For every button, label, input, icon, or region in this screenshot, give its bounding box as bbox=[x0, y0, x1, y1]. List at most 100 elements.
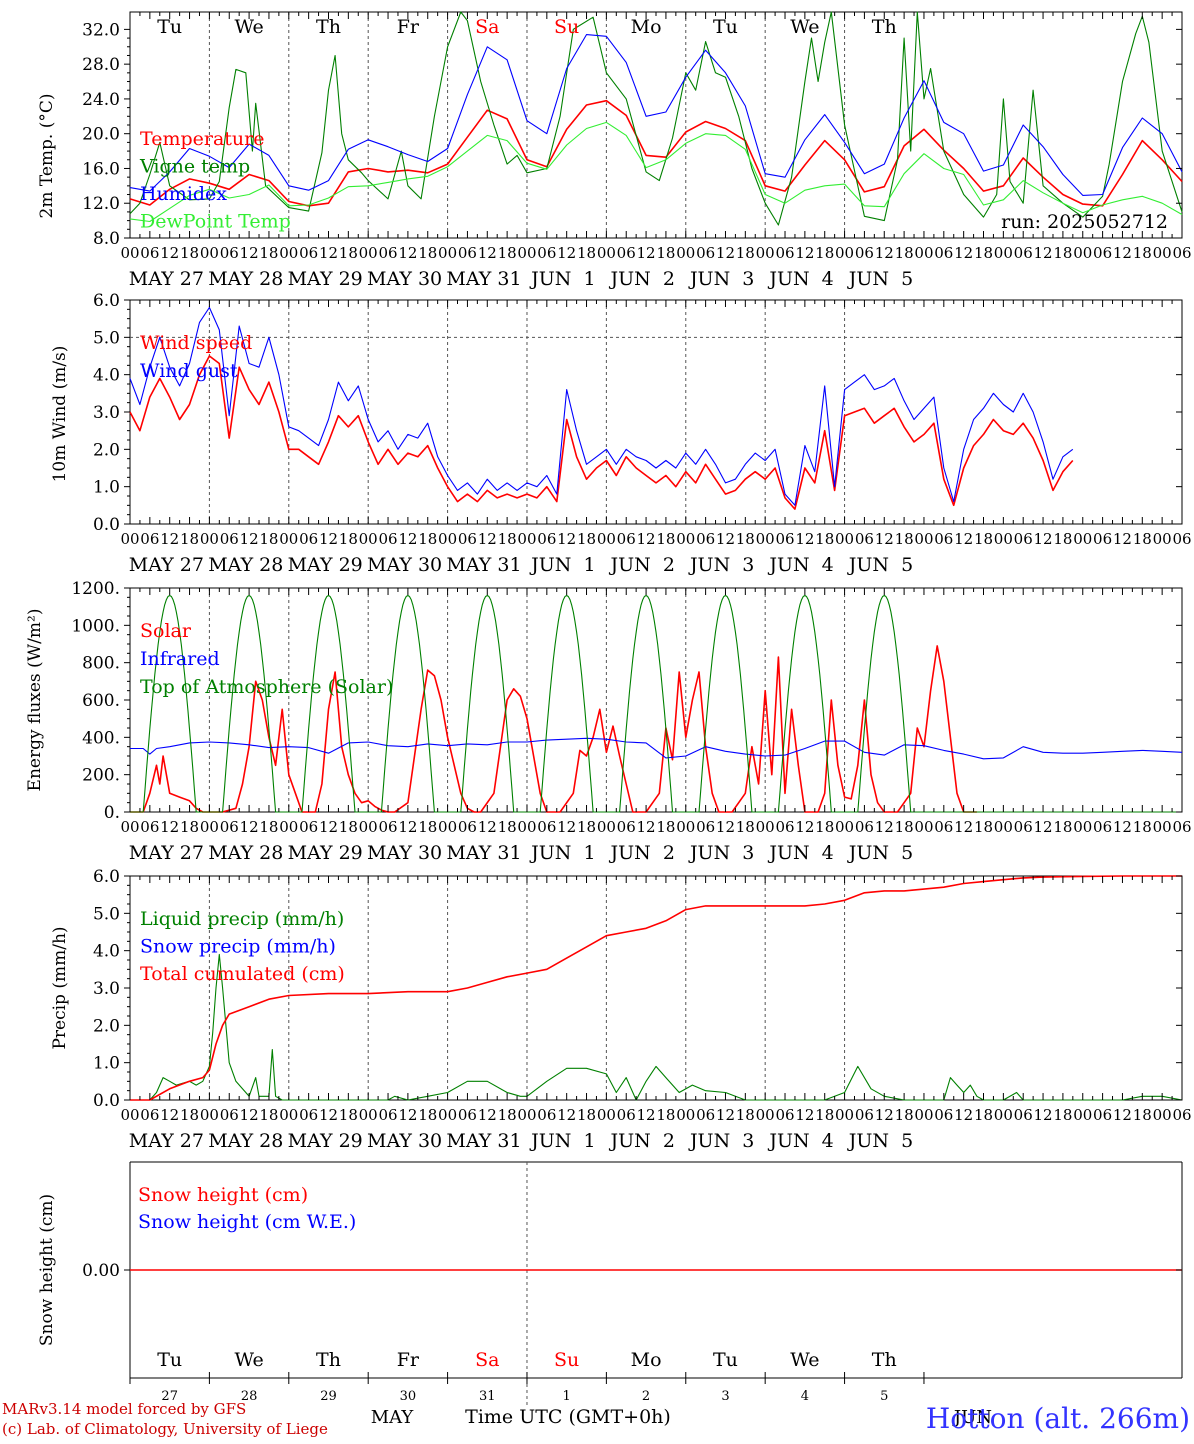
temperature-weekday-label: Tu bbox=[157, 16, 182, 38]
temperature-weekday-label: We bbox=[234, 16, 263, 38]
fluxes-hour-label: 18 bbox=[656, 818, 675, 836]
temperature-hour-label: 06 bbox=[378, 244, 397, 262]
precip-hour-label: 12 bbox=[478, 1106, 497, 1124]
fluxes-hour-label: 06 bbox=[378, 818, 397, 836]
precip-y-tick-label: 6.0 bbox=[93, 867, 120, 887]
wind-x-ticks: 00 06 12 18 00 06 12 18 00 06 12 18 00 06 12 18 00 06 12 18… bbox=[120, 300, 1192, 576]
wind-hour-label: 18 bbox=[577, 530, 596, 548]
fluxes-hour-label: 18 bbox=[180, 818, 199, 836]
precip-hour-label: 06 bbox=[537, 1106, 556, 1124]
fluxes-date-label: JUN 1 bbox=[529, 842, 595, 864]
snow-legend-entry: Snow height (cm W.E.) bbox=[138, 1211, 356, 1233]
snow-weekday-label: Tu bbox=[713, 1349, 738, 1371]
temperature-hour-label: 00 bbox=[359, 244, 378, 262]
snow-day-number: 4 bbox=[801, 1389, 809, 1404]
footer: MARv3.14 model forced by GFS (c) Lab. of… bbox=[2, 1400, 1190, 1438]
precip-hour-label: 18 bbox=[815, 1106, 834, 1124]
precip-hour-label: 12 bbox=[319, 1106, 338, 1124]
temperature-hour-label: 06 bbox=[1172, 244, 1191, 262]
wind-hour-label: 18 bbox=[895, 530, 914, 548]
precip-hour-label: 18 bbox=[339, 1106, 358, 1124]
snow-day-number: 1 bbox=[563, 1389, 571, 1404]
temperature-x-ticks: 00 06 12 18 00 06 12 18 00 06 12 18 00 06 12 18 00 06 12 18… bbox=[120, 12, 1192, 290]
wind-hour-label: 12 bbox=[637, 530, 656, 548]
temperature-hour-label: 06 bbox=[537, 244, 556, 262]
wind-series-wind-gust bbox=[129, 306, 1074, 506]
fluxes-legend: Solar Infrared Top of Atmosphere (Solar) bbox=[140, 620, 393, 698]
wind-hour-label: 18 bbox=[736, 530, 755, 548]
fluxes-hour-label: 18 bbox=[259, 818, 278, 836]
temperature-weekday-label: Fr bbox=[397, 16, 420, 38]
temperature-hour-label: 06 bbox=[458, 244, 477, 262]
precip-hour-label: 00 bbox=[359, 1106, 378, 1124]
wind-hour-label: 06 bbox=[299, 530, 318, 548]
precip-date-label: JUN 1 bbox=[529, 1130, 595, 1152]
fluxes-hour-label: 12 bbox=[398, 818, 417, 836]
wind-hour-label: 00 bbox=[756, 530, 775, 548]
wind-hour-label: 12 bbox=[478, 530, 497, 548]
temperature-hour-label: 12 bbox=[637, 244, 656, 262]
fluxes-y-tick-label: 200. bbox=[82, 766, 120, 786]
temperature-weekday-label: Sa bbox=[475, 16, 499, 38]
temperature-date-label: JUN 3 bbox=[688, 268, 754, 290]
snow-weekday-label: Fr bbox=[397, 1349, 420, 1371]
temperature-hour-label: 00 bbox=[120, 244, 139, 262]
wind-hour-label: 12 bbox=[398, 530, 417, 548]
temperature-weekday-label: Mo bbox=[631, 16, 662, 38]
temperature-weekday-label: Th bbox=[316, 16, 341, 38]
precip-legend-entry: Liquid precip (mm/h) bbox=[140, 908, 344, 930]
fluxes-date-label: MAY 30 bbox=[367, 842, 442, 864]
fluxes-hour-label: 00 bbox=[1073, 818, 1092, 836]
fluxes-date-label: MAY 28 bbox=[208, 842, 283, 864]
fluxes-hour-label: 00 bbox=[279, 818, 298, 836]
snow-weekday-label: We bbox=[234, 1349, 263, 1371]
fluxes-date-label: JUN 3 bbox=[688, 842, 754, 864]
precip-hour-label: 12 bbox=[398, 1106, 417, 1124]
snow-y-tick-label: 0.00 bbox=[82, 1261, 120, 1281]
fluxes-date-label: MAY 29 bbox=[288, 842, 363, 864]
snow-weekday-label: Tu bbox=[157, 1349, 182, 1371]
precip-hour-label: 18 bbox=[895, 1106, 914, 1124]
wind-date-label: JUN 4 bbox=[767, 554, 833, 576]
precip-hour-label: 06 bbox=[855, 1106, 874, 1124]
temperature-hour-label: 06 bbox=[220, 244, 239, 262]
wind-hour-label: 18 bbox=[259, 530, 278, 548]
wind-hour-label: 00 bbox=[914, 530, 933, 548]
precip-series bbox=[130, 875, 1183, 1101]
temperature-weekday-label: Su bbox=[554, 16, 579, 38]
temperature-hour-label: 06 bbox=[1093, 244, 1112, 262]
wind-hour-label: 12 bbox=[1034, 530, 1053, 548]
temperature-weekday-label: We bbox=[790, 16, 819, 38]
fluxes-hour-label: 18 bbox=[736, 818, 755, 836]
precip-hour-label: 00 bbox=[756, 1106, 775, 1124]
wind-hour-label: 18 bbox=[815, 530, 834, 548]
wind-hour-label: 06 bbox=[1172, 530, 1191, 548]
temperature-hour-label: 00 bbox=[200, 244, 219, 262]
fluxes-hour-label: 12 bbox=[954, 818, 973, 836]
precip-legend-entry: Total cumulated (cm) bbox=[140, 963, 345, 985]
fluxes-hour-label: 18 bbox=[1133, 818, 1152, 836]
fluxes-date-label: MAY 27 bbox=[129, 842, 204, 864]
precip-hour-label: 06 bbox=[140, 1106, 159, 1124]
wind-hour-label: 00 bbox=[517, 530, 536, 548]
snow-day-number: 28 bbox=[241, 1389, 258, 1404]
temperature-hour-label: 12 bbox=[557, 244, 576, 262]
fluxes-y-tick-label: 600. bbox=[82, 691, 120, 711]
temperature-y-tick-label: 28.0 bbox=[82, 55, 120, 75]
wind-hour-label: 06 bbox=[934, 530, 953, 548]
month-label-jun: JUN bbox=[952, 1407, 992, 1428]
temperature-legend-entry: DewPoint Temp bbox=[140, 211, 291, 233]
wind-y-tick-label: 3.0 bbox=[93, 403, 120, 423]
fluxes-hour-label: 12 bbox=[160, 818, 179, 836]
temperature-hour-label: 06 bbox=[1014, 244, 1033, 262]
wind-date-label: MAY 29 bbox=[288, 554, 363, 576]
temperature-hour-label: 18 bbox=[498, 244, 517, 262]
fluxes-hour-label: 00 bbox=[200, 818, 219, 836]
precip-hour-label: 00 bbox=[279, 1106, 298, 1124]
temperature-weekday-label: Tu bbox=[713, 16, 738, 38]
temperature-hour-label: 06 bbox=[617, 244, 636, 262]
temperature-legend-entry: Humidex bbox=[140, 183, 227, 205]
precip-hour-label: 18 bbox=[259, 1106, 278, 1124]
fluxes-hour-label: 12 bbox=[1034, 818, 1053, 836]
precip-hour-label: 18 bbox=[736, 1106, 755, 1124]
